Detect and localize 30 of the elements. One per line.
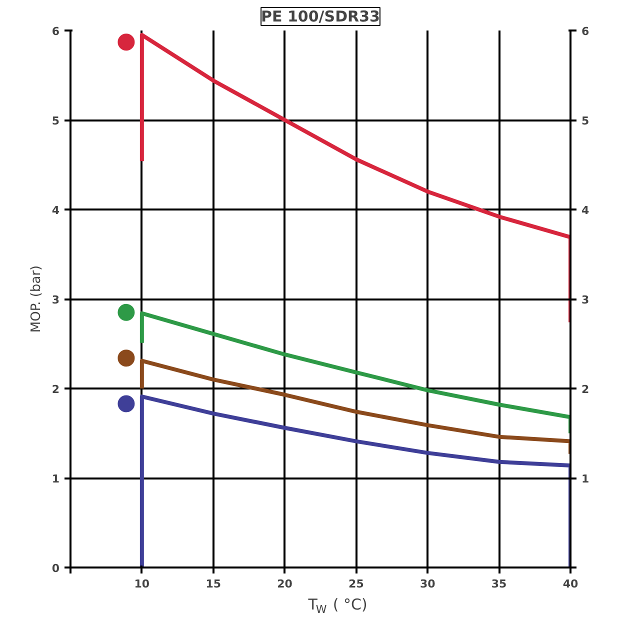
y-tick-label: 0: [52, 562, 60, 575]
y2-tick-label: 5: [582, 114, 590, 128]
point: [118, 350, 135, 367]
y2-tick-label: 6: [582, 25, 590, 38]
y2-tick-label: 2: [582, 383, 590, 396]
line-series: [140, 32, 570, 324]
y-tick-label: 6: [52, 25, 60, 38]
point: [118, 304, 135, 321]
x-tick-label: 35: [491, 578, 507, 590]
x-tick-label: 25: [348, 578, 364, 590]
line-series: [140, 311, 570, 436]
point: [118, 395, 135, 412]
y-axis-title: MOP. (bar): [28, 265, 44, 333]
y-tick-label: 4: [52, 204, 60, 217]
y-tick-label: 2: [52, 383, 60, 396]
chart-title: PE 100/SDR33: [261, 8, 380, 26]
y2-tick-label: 1: [582, 472, 590, 486]
y2-tick-label: 4: [582, 204, 590, 217]
x-tick-label: 15: [206, 578, 222, 590]
y-tick-label: 5: [52, 114, 60, 128]
y2-tick-label: 3: [582, 294, 590, 306]
y-tick-label: 1: [52, 472, 60, 486]
line-series: [140, 358, 570, 456]
x-tick-label: 20: [277, 578, 293, 590]
x-tick-label: 30: [420, 578, 436, 590]
line-series: [140, 394, 570, 568]
x-tick-label: 10: [134, 578, 150, 590]
y-tick-label: 3: [52, 294, 60, 306]
point: [118, 34, 135, 51]
x-tick-label: 40: [562, 578, 578, 590]
